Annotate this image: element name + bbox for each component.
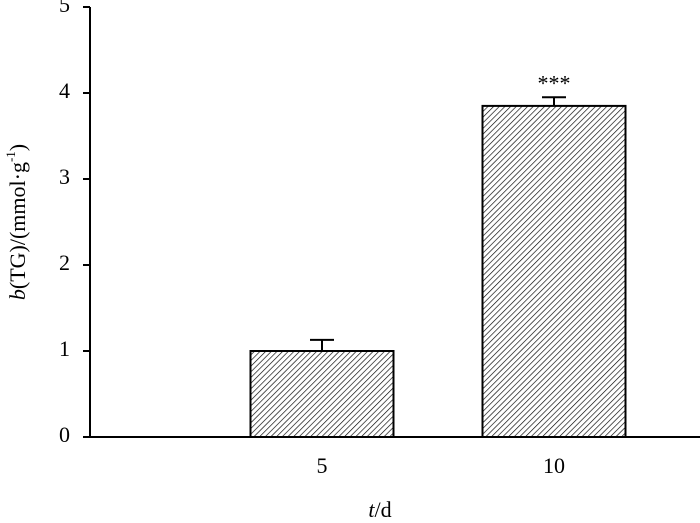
x-axis-label: t/d bbox=[368, 497, 391, 522]
annotation: *** bbox=[538, 70, 571, 95]
y-tick-label: 2 bbox=[59, 250, 70, 275]
y-tick-label: 1 bbox=[59, 336, 70, 361]
y-tick-label: 0 bbox=[59, 422, 70, 447]
x-tick-label: 10 bbox=[543, 453, 565, 478]
y-tick-label: 4 bbox=[59, 78, 70, 103]
x-tick-label: 5 bbox=[317, 453, 328, 478]
y-tick-label: 3 bbox=[59, 164, 70, 189]
bar bbox=[481, 104, 627, 439]
bar bbox=[249, 350, 395, 438]
y-axis-label: b(TG)/(mmol·g-1) bbox=[3, 144, 30, 300]
y-tick-label: 5 bbox=[59, 0, 70, 17]
